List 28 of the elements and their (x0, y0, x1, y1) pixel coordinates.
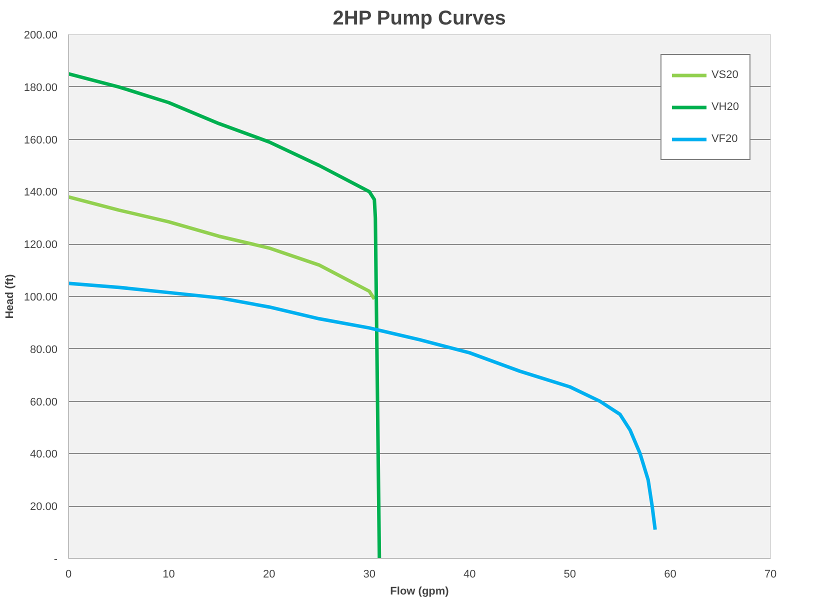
legend-label: VF20 (711, 133, 738, 145)
x-tick-label: 40 (464, 568, 476, 580)
y-tick-label: 40.00 (30, 448, 58, 461)
y-tick-label: - (54, 554, 58, 566)
y-tick-label: 60.00 (30, 396, 58, 408)
legend-label: VS20 (711, 69, 738, 81)
x-tick-label: 70 (764, 568, 777, 580)
y-tick-label: 80.00 (30, 344, 58, 356)
line-series (68, 195, 376, 301)
x-tick-label: 20 (262, 568, 276, 580)
y-axis-title: Head (ft) (4, 274, 16, 319)
y-tick-label: 120.00 (24, 239, 58, 252)
y-tick-label: 200.00 (24, 30, 58, 42)
y-tick-label: 160.00 (24, 134, 58, 146)
line-series (68, 72, 382, 558)
x-tick-label: 30 (363, 568, 376, 580)
x-tick-label: 0 (65, 568, 72, 580)
x-tick-label: 50 (564, 568, 576, 580)
x-tick-label: 60 (664, 568, 676, 580)
x-tick-label: 10 (162, 568, 175, 580)
x-axis-title: Flow (gpm) (390, 586, 450, 598)
chart-title: 2HP Pump Curves (332, 8, 506, 30)
y-tick-label: 20.00 (30, 501, 58, 514)
line-series (68, 282, 657, 532)
y-tick-label: 140.00 (24, 186, 58, 199)
y-tick-label: 180.00 (24, 82, 58, 94)
y-tick-label: 100.00 (24, 292, 58, 304)
legend-label: VH20 (711, 101, 739, 113)
